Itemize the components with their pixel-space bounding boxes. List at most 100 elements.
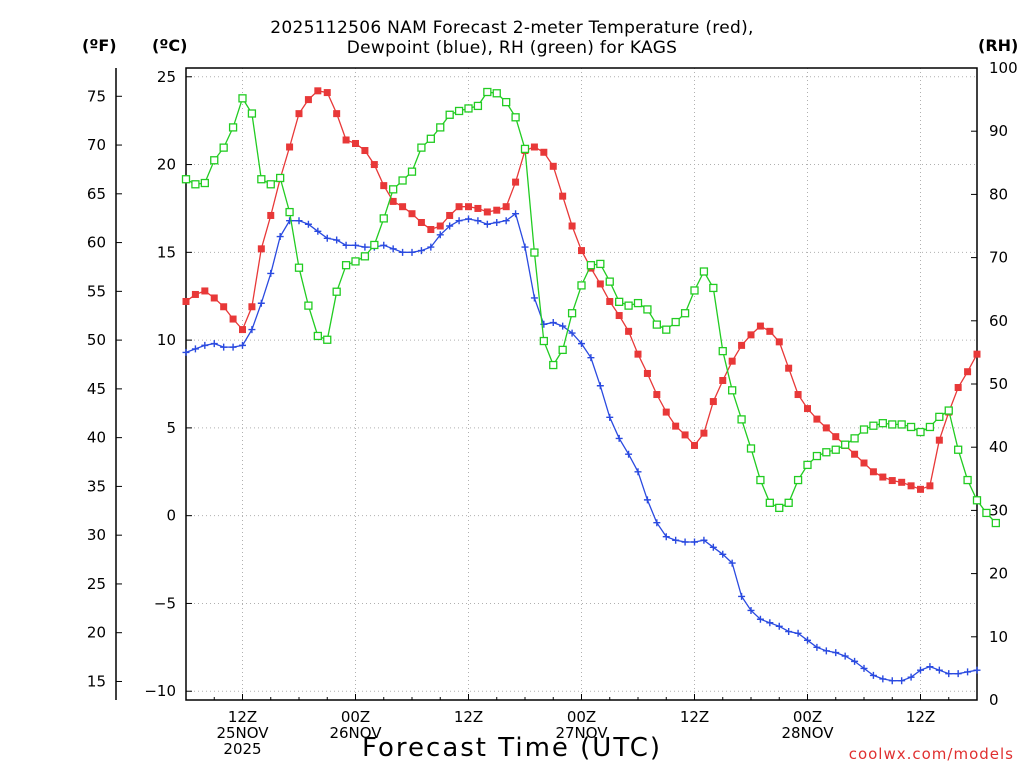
data-point: [567, 309, 577, 318]
data-point: [935, 436, 943, 444]
celsius-tick-label: 0: [166, 507, 176, 525]
data-point: [972, 496, 982, 505]
rh-tick-label: 100: [989, 59, 1018, 77]
data-point: [559, 192, 567, 200]
data-point: [333, 110, 341, 118]
data-point: [888, 677, 896, 685]
data-point: [229, 343, 237, 351]
data-point: [530, 143, 538, 151]
data-point: [286, 217, 294, 225]
data-point: [831, 445, 840, 454]
data-point: [812, 451, 822, 461]
data-point: [869, 671, 877, 679]
data-point: [342, 241, 350, 249]
data-point: [738, 341, 746, 349]
data-point: [916, 427, 925, 437]
celsius-tick-label: 10: [157, 331, 176, 349]
data-point: [898, 478, 906, 486]
data-point: [220, 343, 228, 351]
fahrenheit-tick-label: 20: [87, 624, 106, 642]
data-point: [455, 203, 463, 211]
data-point: [945, 670, 953, 678]
data-point: [765, 498, 774, 507]
data-point: [455, 217, 463, 225]
data-point: [832, 433, 840, 441]
fahrenheit-tick-label: 45: [87, 380, 106, 398]
data-point: [578, 340, 585, 348]
data-point: [407, 167, 417, 176]
source-credit: coolwx.com/models: [848, 745, 1014, 763]
data-point: [954, 670, 962, 678]
data-point: [493, 218, 501, 226]
data-point: [361, 243, 369, 251]
data-point: [474, 217, 482, 225]
data-point: [200, 178, 209, 188]
data-point: [587, 354, 595, 362]
data-point: [323, 234, 331, 242]
fahrenheit-tick-label: 35: [87, 477, 106, 495]
data-point: [191, 345, 199, 353]
data-point: [785, 628, 793, 636]
data-point: [521, 243, 529, 251]
celsius-tick-label: 25: [157, 68, 176, 86]
data-point: [935, 412, 944, 422]
data-point: [804, 405, 811, 413]
data-point: [851, 657, 859, 665]
data-point: [182, 348, 190, 356]
fahrenheit-tick-label: 50: [87, 331, 106, 349]
data-point: [652, 320, 661, 329]
celsius-tick-label: −10: [144, 682, 176, 700]
data-point: [191, 180, 200, 189]
data-point: [332, 287, 341, 296]
data-point: [737, 415, 746, 424]
data-point: [624, 301, 633, 310]
rh-tick-label: 90: [989, 122, 1008, 140]
data-point: [352, 139, 359, 147]
data-point: [963, 475, 972, 485]
chart-title-line1: 2025112506 NAM Forecast 2-meter Temperat…: [270, 18, 754, 38]
data-point: [634, 468, 642, 476]
rh-tick-label: 10: [989, 628, 1008, 646]
data-point: [615, 297, 624, 306]
data-point: [530, 248, 539, 257]
data-point: [596, 280, 604, 288]
data-point: [257, 245, 265, 253]
data-point: [248, 303, 256, 311]
data-point: [492, 89, 501, 98]
data-point: [370, 240, 379, 250]
data-point: [596, 382, 604, 390]
data-point: [897, 420, 906, 429]
data-point: [633, 298, 643, 308]
data-point: [276, 233, 284, 241]
data-point: [596, 259, 605, 269]
data-point: [502, 203, 510, 211]
data-point: [370, 161, 378, 169]
data-point: [380, 182, 388, 190]
data-point: [756, 615, 764, 623]
data-point: [304, 220, 312, 228]
data-point: [756, 322, 764, 330]
data-point: [228, 123, 238, 132]
data-point: [803, 460, 812, 470]
data-point: [813, 415, 821, 423]
data-point: [917, 666, 924, 674]
fahrenheit-tick-label: 40: [87, 429, 106, 447]
data-point: [860, 664, 868, 672]
data-point: [559, 322, 567, 330]
data-point: [389, 185, 398, 194]
data-point: [681, 431, 689, 439]
data-point: [822, 424, 830, 432]
data-point: [662, 408, 670, 416]
data-point: [954, 384, 962, 392]
data-point: [464, 104, 473, 113]
celsius-tick-label: 15: [157, 243, 176, 261]
data-point: [625, 327, 633, 335]
data-point: [832, 649, 840, 657]
data-point: [408, 210, 416, 218]
data-point: [295, 110, 303, 118]
data-point: [728, 386, 737, 395]
data-point: [210, 294, 218, 302]
x-tick-label: 25NOV: [216, 724, 269, 742]
data-point: [964, 368, 972, 376]
